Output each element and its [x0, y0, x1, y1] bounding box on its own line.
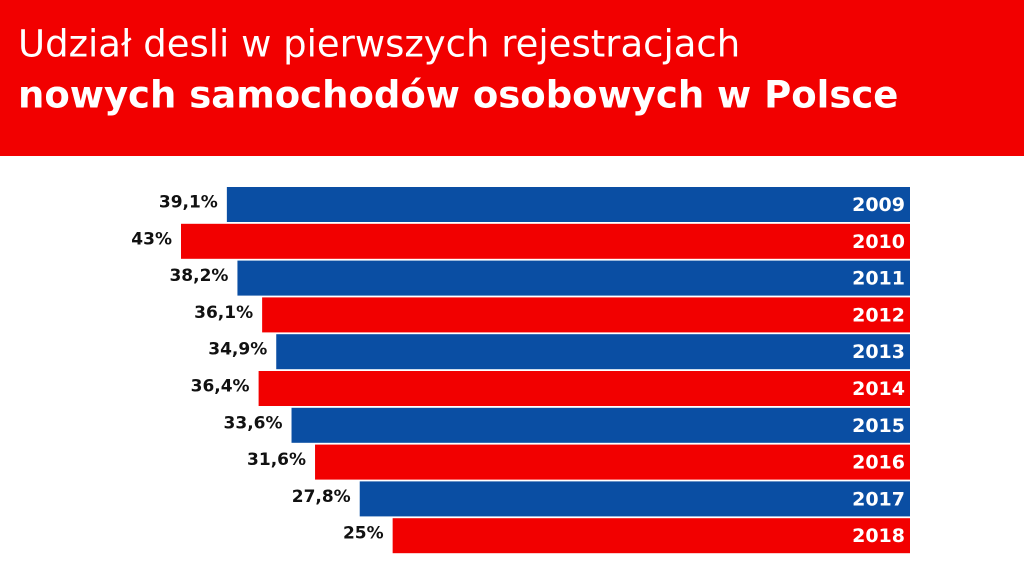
value-label: 31,6%	[247, 450, 306, 470]
bar	[276, 334, 910, 370]
bar	[315, 444, 910, 480]
year-label: 2017	[852, 488, 905, 510]
value-label: 33,6%	[224, 413, 283, 433]
bar	[359, 481, 910, 517]
bar	[181, 223, 910, 259]
value-label: 36,1%	[194, 303, 253, 323]
bar	[262, 297, 911, 333]
year-label: 2012	[852, 304, 905, 326]
year-label: 2013	[852, 341, 905, 363]
year-label: 2010	[852, 231, 905, 253]
title-line-2: nowych samochodów osobowych w Polsce	[18, 74, 898, 117]
year-label: 2011	[852, 268, 905, 290]
value-label: 27,8%	[292, 487, 351, 507]
year-label: 2016	[852, 452, 905, 474]
value-label: 43%	[131, 229, 172, 249]
header	[0, 0, 1024, 156]
value-label: 38,2%	[169, 266, 228, 286]
title-line-1: Udział desli w pierwszych rejestracjach	[18, 23, 740, 66]
year-label: 2015	[852, 415, 905, 437]
bar	[226, 187, 910, 222]
value-label: 25%	[343, 524, 384, 544]
year-label: 2018	[852, 525, 905, 547]
bar	[237, 260, 910, 296]
year-label: 2009	[852, 194, 905, 216]
value-label: 39,1%	[159, 193, 218, 213]
bar	[291, 407, 910, 443]
bar	[392, 518, 911, 554]
value-label: 34,9%	[208, 340, 267, 360]
value-label: 36,4%	[191, 377, 250, 397]
year-label: 2014	[852, 378, 905, 400]
bar	[258, 371, 910, 406]
